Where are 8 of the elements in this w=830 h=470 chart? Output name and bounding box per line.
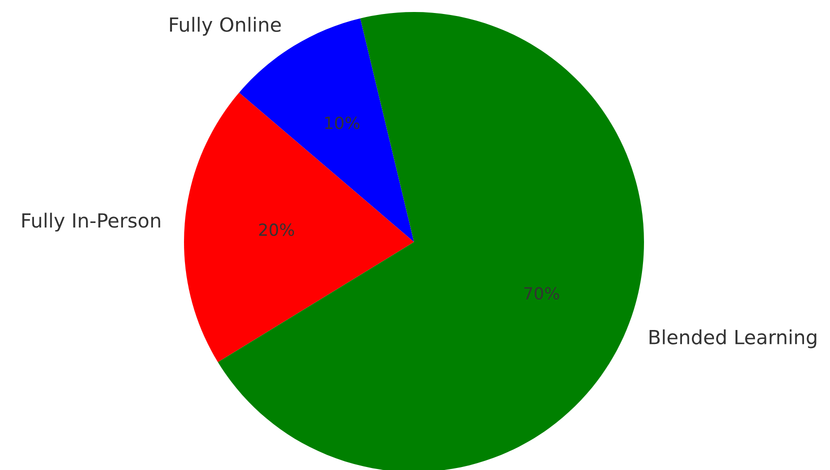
data-label: 20%	[259, 223, 294, 236]
data-label: 10%	[325, 116, 360, 130]
pie-slice	[184, 92, 414, 362]
slice-label: Fully In-Person	[22, 212, 160, 232]
pie-slice	[218, 12, 644, 470]
slice-label: Blended Learning	[650, 329, 816, 348]
slice-label: Fully Online	[170, 16, 281, 36]
data-label: 70%	[524, 287, 560, 300]
